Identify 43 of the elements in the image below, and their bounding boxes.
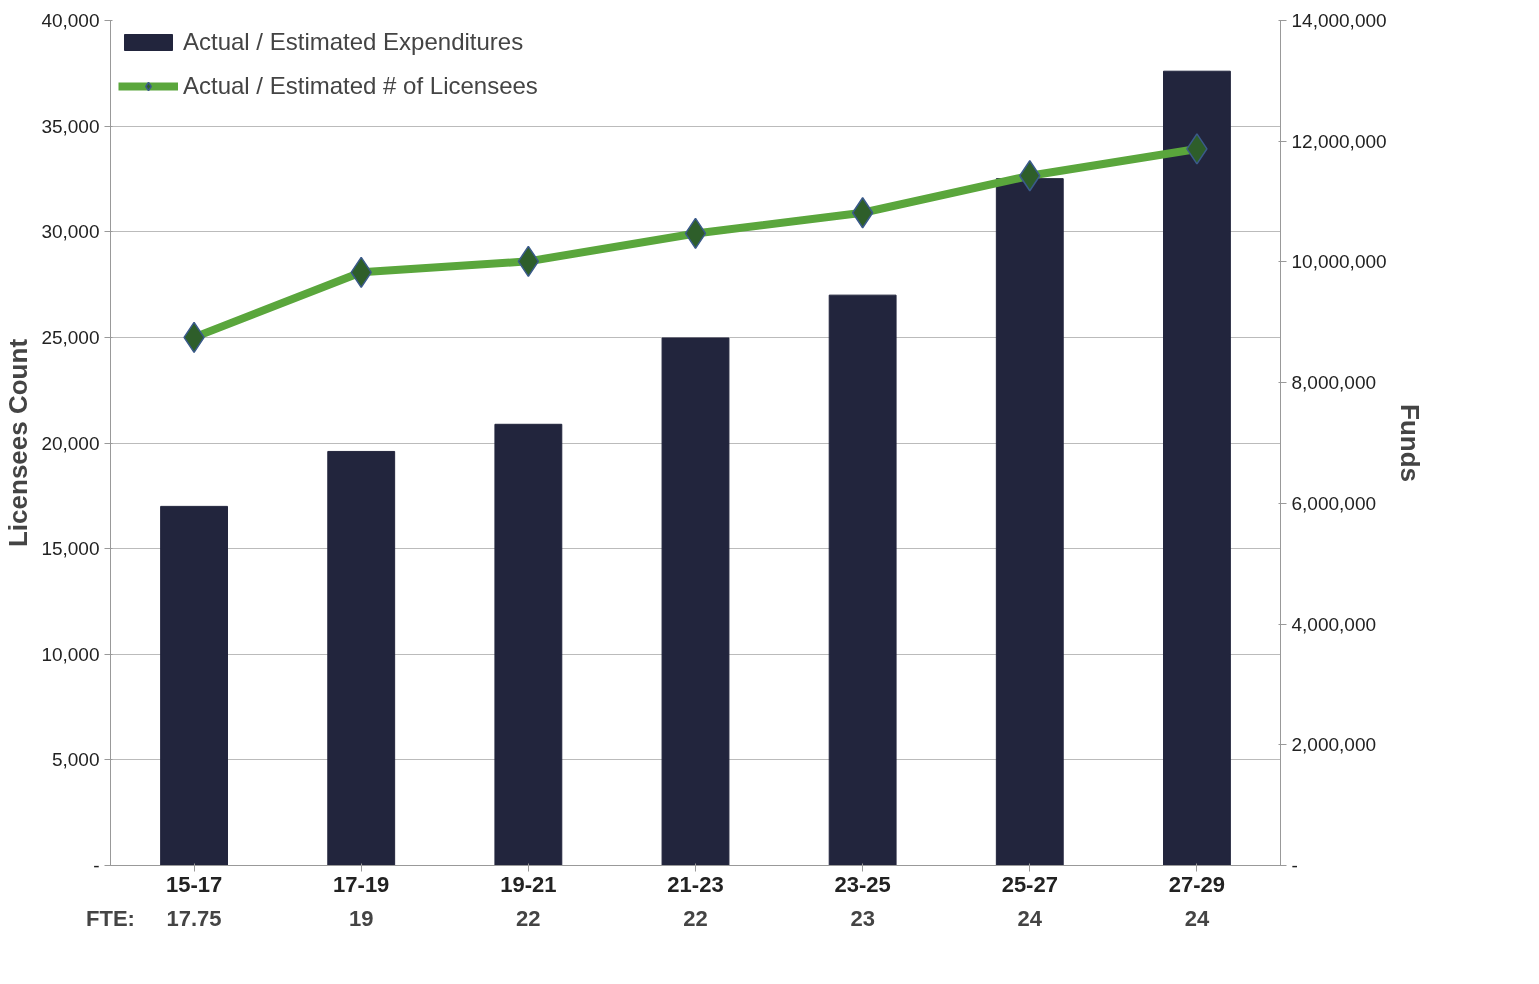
y2-tick-label: 10,000,000 [1291, 251, 1387, 273]
y2-tick-label: 8,000,000 [1291, 372, 1377, 394]
x-tick-label: 17-19 [333, 871, 390, 897]
y-tick-label: 10,000 [41, 643, 100, 665]
bar [327, 450, 396, 866]
text: FTE: [86, 905, 135, 931]
legend-label: Actual / Estimated # of Licensees [183, 72, 538, 100]
text: 22 [683, 905, 708, 931]
x-tick-label: 25-27 [1001, 871, 1058, 897]
text: 22 [516, 905, 541, 931]
x-tick-label: 27-29 [1168, 871, 1226, 897]
x-tick-label: 23-25 [834, 871, 891, 897]
bar [661, 337, 730, 866]
text: 23 [850, 905, 875, 931]
y-tick-label: 35,000 [41, 115, 100, 137]
y-tick-label: 15,000 [41, 538, 100, 560]
y2-tick-label: - [1291, 855, 1298, 876]
text: 17.75 [166, 905, 222, 931]
y-tick-label: 20,000 [41, 432, 100, 454]
y2-tick-label: 4,000,000 [1291, 613, 1377, 635]
y-tick-label: - [93, 855, 100, 876]
text: 24 [1017, 905, 1043, 931]
y2-tick-label: 12,000,000 [1291, 130, 1387, 152]
y2-tick-label: 6,000,000 [1291, 492, 1377, 514]
y-tick-label: 5,000 [51, 749, 100, 771]
y-tick-label: 30,000 [41, 221, 100, 243]
x-tick-label: 15-17 [165, 871, 223, 897]
y-tick-label: 25,000 [41, 326, 100, 348]
bar [995, 178, 1064, 866]
y2-axis-title: Funds [1394, 404, 1425, 483]
text: 19 [348, 905, 374, 931]
y-axis-title: Licensees Count [3, 338, 34, 548]
bar [160, 505, 228, 866]
x-tick-label: 21-23 [667, 871, 724, 897]
x-tick-label: 19-21 [500, 871, 557, 897]
legend-label: Actual / Estimated Expenditures [183, 28, 524, 56]
text: 24 [1184, 905, 1210, 931]
y2-tick-label: 2,000,000 [1291, 734, 1377, 756]
bar [1163, 70, 1231, 866]
bar [828, 294, 897, 866]
y2-tick-label: 14,000,000 [1291, 10, 1387, 31]
bar [494, 423, 563, 866]
y-tick-label: 40,000 [41, 10, 100, 31]
